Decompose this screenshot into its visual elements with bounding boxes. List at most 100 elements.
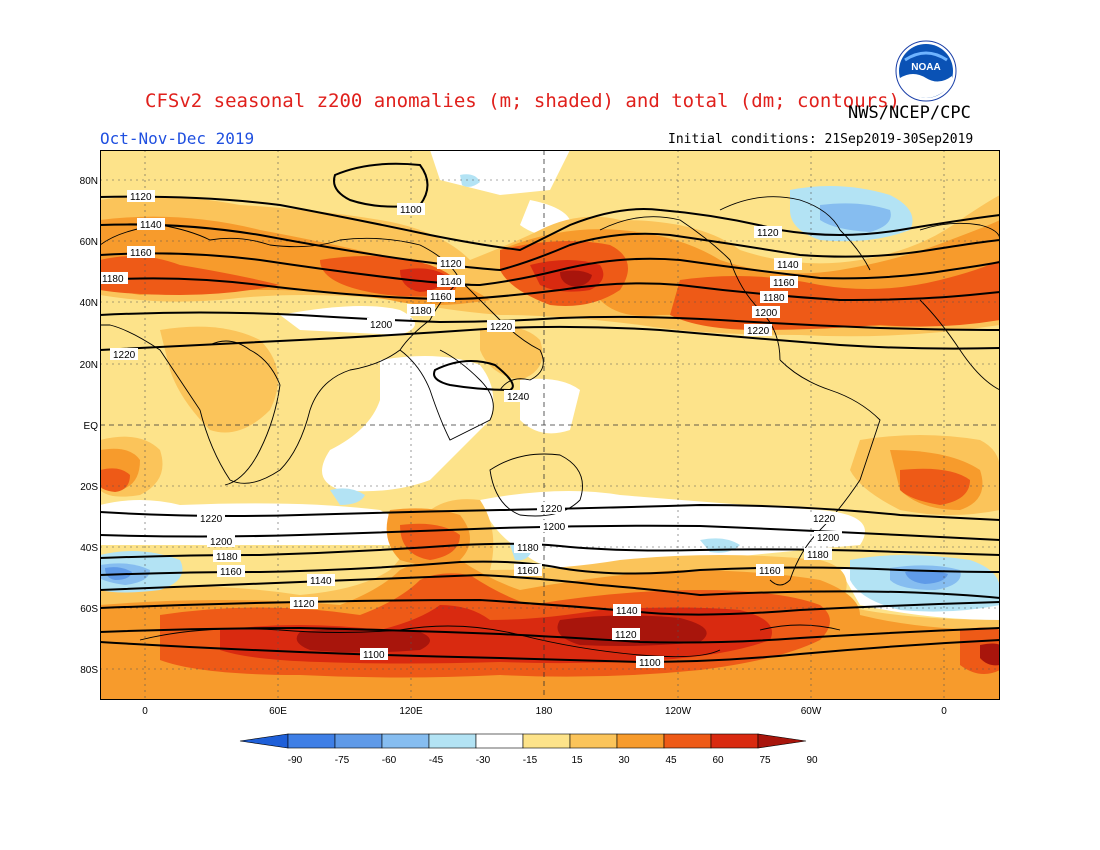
- contour-label: 1180: [514, 541, 542, 554]
- contour-label: 1160: [756, 564, 784, 577]
- svg-text:1120: 1120: [757, 228, 779, 239]
- svg-text:1240: 1240: [507, 392, 530, 403]
- colorbar-arrow-left: [239, 733, 289, 749]
- svg-text:1200: 1200: [755, 308, 778, 319]
- contour-label: 1160: [217, 565, 245, 578]
- svg-text:1140: 1140: [310, 576, 332, 587]
- colorbar-tick: 60: [712, 755, 724, 766]
- svg-text:1220: 1220: [113, 350, 136, 361]
- svg-text:1100: 1100: [639, 658, 661, 669]
- colorbar-swatch: [663, 733, 712, 749]
- colorbar-swatch: [569, 733, 618, 749]
- contour-label: 1220: [744, 324, 772, 337]
- svg-text:1200: 1200: [543, 522, 566, 533]
- initial-conditions-label: Initial conditions: 21Sep2019-30Sep2019: [668, 132, 974, 147]
- svg-text:1220: 1220: [747, 326, 770, 337]
- lat-label: 60S: [80, 604, 98, 615]
- contour-label: 1100: [360, 648, 388, 661]
- contour-label: 1240: [504, 390, 532, 403]
- lat-label: 80N: [80, 176, 98, 187]
- svg-text:1220: 1220: [490, 322, 513, 333]
- longitude-axis: 0 60E 120E 180 120W 60W 0: [142, 706, 947, 717]
- lon-label: 60W: [801, 706, 822, 717]
- contour-label: 1180: [760, 291, 788, 304]
- colorbar-swatch: [334, 733, 383, 749]
- svg-text:1220: 1220: [200, 514, 223, 525]
- svg-text:1160: 1160: [773, 278, 795, 289]
- svg-text:1140: 1140: [777, 260, 799, 271]
- anomaly-shading: 1100 1120 1140 1160 1180 1200 1220 1240 …: [100, 150, 1000, 700]
- colorbar-swatch: [475, 733, 524, 749]
- lon-label: 60E: [269, 706, 287, 717]
- svg-text:1160: 1160: [430, 292, 452, 303]
- colorbar-tick: -45: [429, 755, 444, 766]
- colorbar-swatch: [616, 733, 665, 749]
- svg-text:1220: 1220: [813, 514, 836, 525]
- colorbar-tick: 90: [806, 755, 818, 766]
- contour-label: 1140: [307, 574, 335, 587]
- svg-text:1200: 1200: [210, 537, 233, 548]
- contour-label: 1220: [197, 512, 225, 525]
- agency-label: NWS/NCEP/CPC: [848, 103, 971, 123]
- svg-text:1160: 1160: [220, 567, 242, 578]
- contour-label: 1220: [537, 502, 565, 515]
- colorbar-tick: -30: [476, 755, 491, 766]
- lon-label: 120E: [399, 706, 423, 717]
- lat-label: 60N: [80, 237, 98, 248]
- svg-text:1100: 1100: [363, 650, 385, 661]
- colorbar-swatch: [710, 733, 759, 749]
- contour-labels: 1100 1120 1140 1160 1180 1200 1220 1240 …: [100, 190, 842, 669]
- colorbar-tick: 30: [618, 755, 630, 766]
- contour-label: 1120: [127, 190, 155, 203]
- height-contours: [100, 162, 1000, 664]
- svg-text:1140: 1140: [140, 220, 162, 231]
- contour-label: 1180: [100, 272, 128, 285]
- svg-text:1120: 1120: [293, 599, 315, 610]
- lon-label: 0: [142, 706, 148, 717]
- lat-label: 40N: [80, 298, 98, 309]
- lat-label: 80S: [80, 665, 98, 676]
- svg-text:1120: 1120: [130, 192, 152, 203]
- map-panel: 1100 1120 1140 1160 1180 1200 1220 1240 …: [100, 150, 1000, 700]
- colorbar-swatch: [428, 733, 477, 749]
- latitude-axis: 80N 60N 40N 20N EQ 20S 40S 60S 80S: [80, 176, 99, 676]
- svg-text:1120: 1120: [440, 259, 462, 270]
- colorbar-swatch: [522, 733, 571, 749]
- chart-title: CFSv2 seasonal z200 anomalies (m; shaded…: [145, 90, 900, 112]
- lon-label: 0: [941, 706, 947, 717]
- lat-label: 20N: [80, 360, 98, 371]
- svg-text:1160: 1160: [759, 566, 781, 577]
- contour-label: 1140: [774, 258, 802, 271]
- contour-label: 1200: [752, 306, 780, 319]
- svg-text:1160: 1160: [130, 248, 152, 259]
- svg-text:1120: 1120: [615, 630, 637, 641]
- svg-text:1220: 1220: [540, 504, 563, 515]
- contour-label: 1200: [814, 531, 842, 544]
- colorbar-swatch: [287, 733, 336, 749]
- svg-text:1140: 1140: [616, 606, 638, 617]
- colorbar-tick: -60: [382, 755, 397, 766]
- colorbar: -90 -75 -60 -45 -30 -15 15 30 45 60 75 9…: [239, 733, 818, 766]
- colorbar-arrow-right: [757, 733, 807, 749]
- contour-label: 1120: [290, 597, 318, 610]
- colorbar-tick: -75: [335, 755, 350, 766]
- colorbar-tick: 15: [571, 755, 583, 766]
- contour-label: 1100: [397, 203, 425, 216]
- lon-label: 180: [536, 706, 553, 717]
- contour-label: 1120: [612, 628, 640, 641]
- season-label: Oct-Nov-Dec 2019: [100, 129, 255, 148]
- coastlines: [100, 196, 1000, 658]
- contour-label: 1120: [437, 257, 465, 270]
- contour-label: 1200: [367, 318, 395, 331]
- svg-text:1180: 1180: [102, 274, 124, 285]
- colorbar-swatch: [381, 733, 430, 749]
- colorbar-swatches: [239, 733, 807, 749]
- lat-lon-grid: [100, 150, 1000, 700]
- colorbar-tick: -15: [523, 755, 538, 766]
- svg-text:1200: 1200: [370, 320, 393, 331]
- svg-text:1140: 1140: [440, 277, 462, 288]
- contour-label: 1160: [770, 276, 798, 289]
- contour-label: 1180: [213, 550, 241, 563]
- svg-text:1180: 1180: [517, 543, 539, 554]
- contour-label: 1140: [137, 218, 165, 231]
